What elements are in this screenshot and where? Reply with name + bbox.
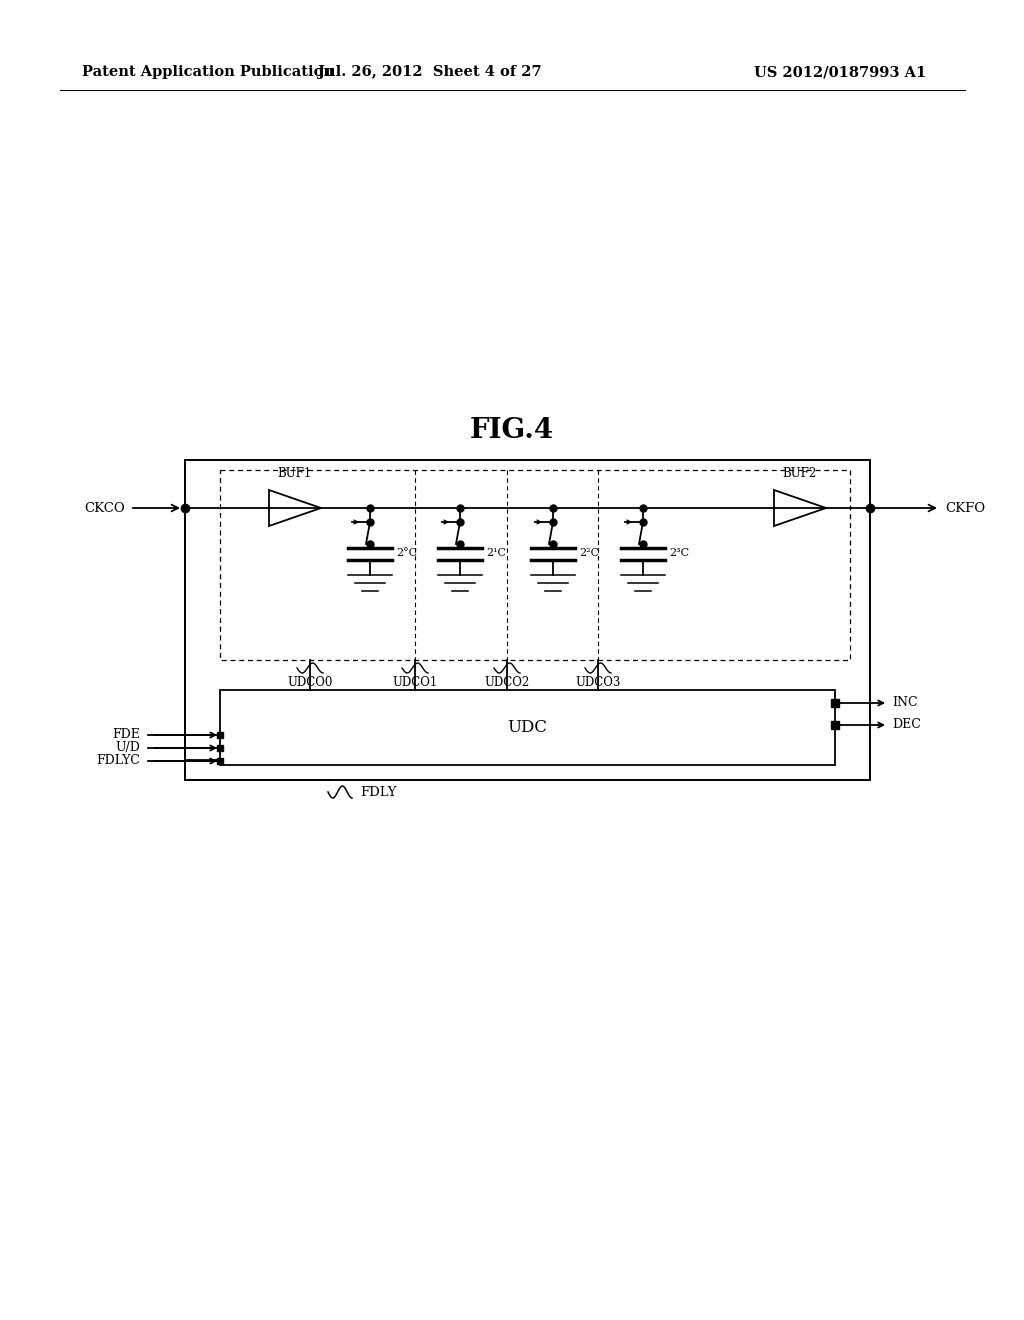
Text: CKFO: CKFO	[945, 502, 985, 515]
Text: Patent Application Publication: Patent Application Publication	[82, 65, 334, 79]
Text: U/D: U/D	[115, 742, 140, 755]
Text: UDCO2: UDCO2	[484, 676, 529, 689]
Text: UDCO3: UDCO3	[575, 676, 621, 689]
Text: FDLY: FDLY	[360, 785, 396, 799]
Text: BUF1: BUF1	[278, 467, 311, 480]
Text: FIG.4: FIG.4	[470, 417, 554, 444]
Text: UDCO1: UDCO1	[392, 676, 437, 689]
Text: FDE: FDE	[112, 729, 140, 742]
Text: INC: INC	[892, 697, 918, 710]
Text: 2³C: 2³C	[669, 548, 689, 558]
Text: 2°C: 2°C	[396, 548, 417, 558]
Text: 2²C: 2²C	[579, 548, 599, 558]
Text: FDLYC: FDLYC	[96, 755, 140, 767]
Text: US 2012/0187993 A1: US 2012/0187993 A1	[754, 65, 926, 79]
Text: Jul. 26, 2012  Sheet 4 of 27: Jul. 26, 2012 Sheet 4 of 27	[318, 65, 542, 79]
Bar	[185, 459, 870, 780]
Text: CKCO: CKCO	[84, 502, 125, 515]
Text: 2¹C: 2¹C	[486, 548, 506, 558]
Bar	[220, 690, 835, 766]
Text: UDCO0: UDCO0	[288, 676, 333, 689]
Text: BUF2: BUF2	[782, 467, 816, 480]
Text: DEC: DEC	[892, 718, 921, 731]
Text: UDC: UDC	[508, 718, 548, 735]
Bar	[220, 470, 850, 660]
